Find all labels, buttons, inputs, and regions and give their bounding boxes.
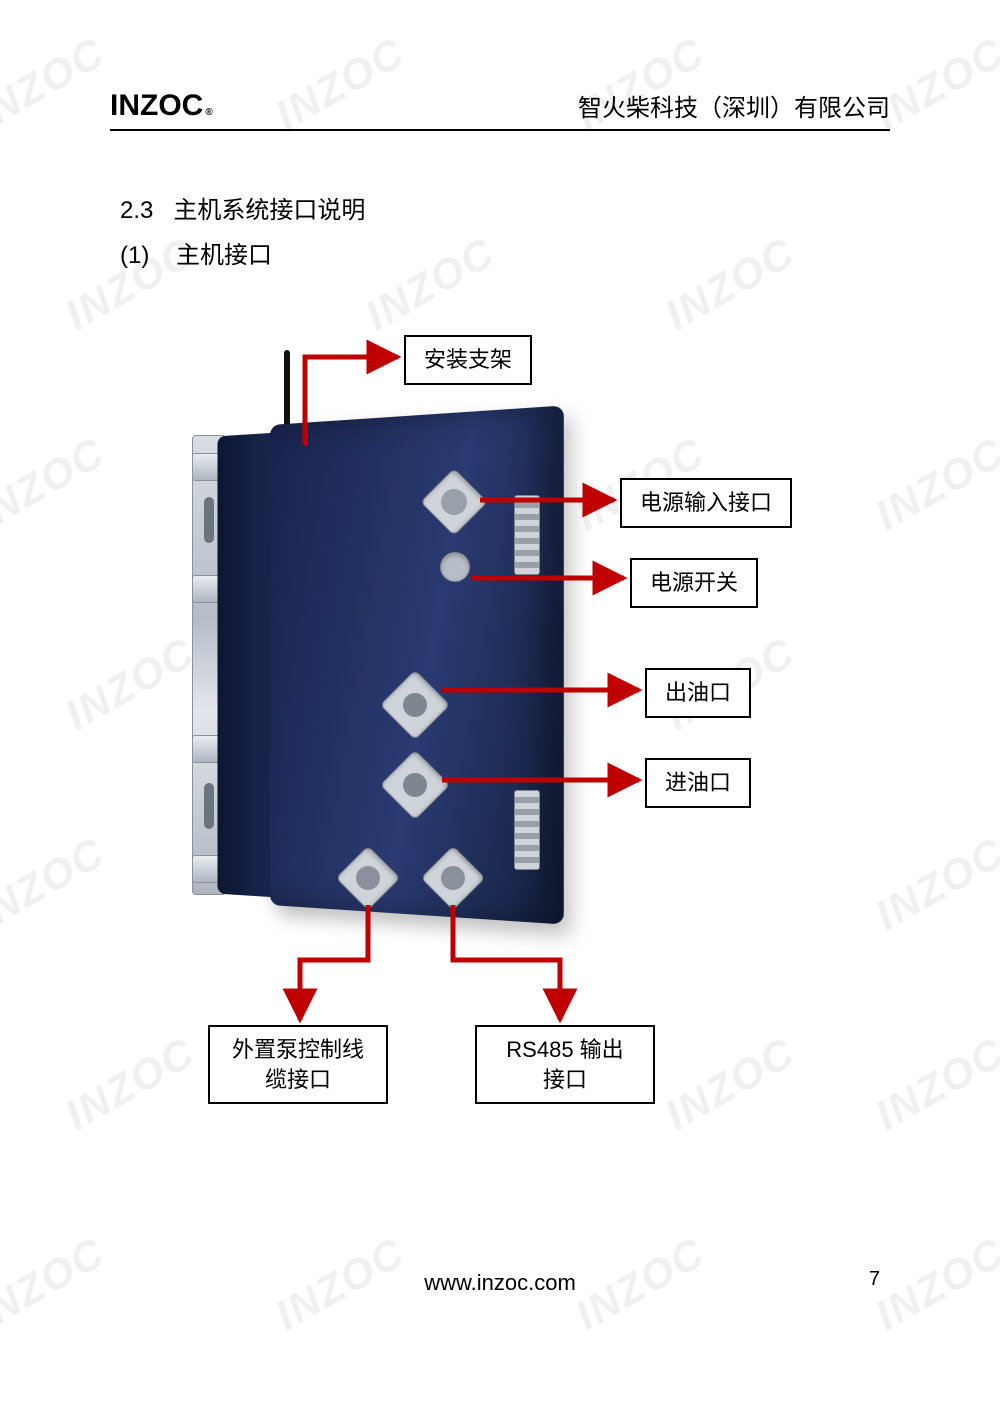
callout-label: 安装支架 [424,347,512,372]
footer-url: www.inzoc.com [0,1270,1000,1296]
callout-label-line1: RS485 输出 [506,1037,623,1062]
callout-oil-in: 进油口 [645,758,751,808]
callout-label: 进油口 [665,770,731,795]
callout-label: 电源输入接口 [640,490,772,515]
callout-rs485: RS485 输出 接口 [475,1025,655,1104]
callout-oil-out: 出油口 [645,668,751,718]
device-hinge [514,495,540,575]
callout-power-switch: 电源开关 [630,558,758,608]
callout-pump-cable: 外置泵控制线 缆接口 [208,1025,388,1104]
callout-label-line2: 缆接口 [265,1067,331,1092]
callout-label: 电源开关 [650,570,738,595]
callout-label-line2: 接口 [543,1067,587,1092]
device-hinge [514,790,540,870]
interface-diagram: 安装支架 电源输入接口 电源开关 出油口 进油口 外置泵控制线 缆接口 RS48… [0,0,1000,1422]
callout-mount: 安装支架 [404,335,532,385]
callout-power-input: 电源输入接口 [620,478,792,528]
callout-label: 出油口 [665,680,731,705]
port-power-switch [440,552,470,582]
callout-label-line1: 外置泵控制线 [232,1037,364,1062]
page-number: 7 [869,1268,880,1291]
